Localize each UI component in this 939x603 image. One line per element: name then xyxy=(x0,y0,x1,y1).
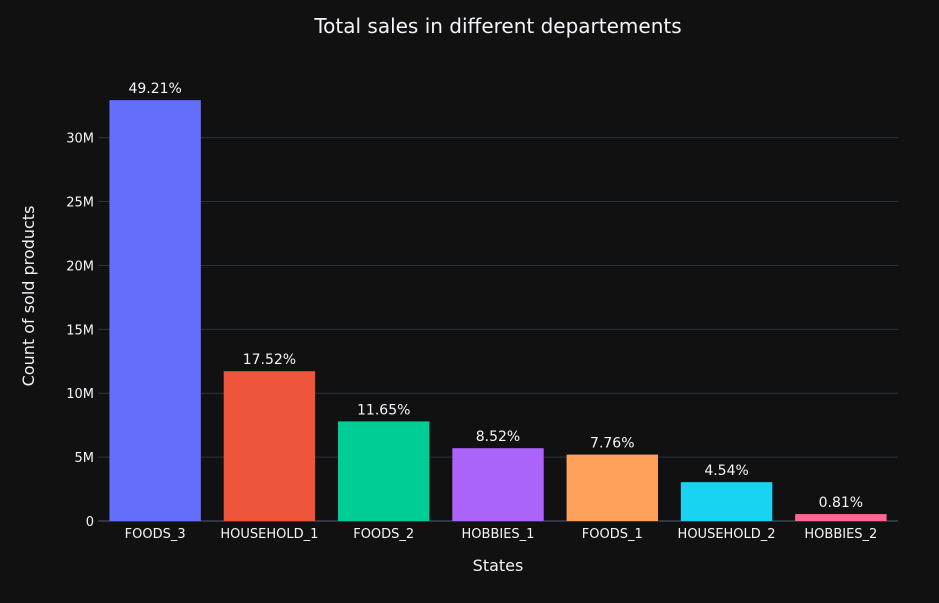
bar-hobbies-1[interactable] xyxy=(452,448,544,521)
data-label: 4.54% xyxy=(704,463,748,479)
bar-foods-1[interactable] xyxy=(566,454,658,521)
y-tick-label: 0 xyxy=(86,515,94,530)
bar-foods-3[interactable] xyxy=(109,100,201,521)
data-labels: 49.21% 17.52% 11.65% 8.52% 7.76% 4.54% 0.81% xyxy=(128,81,863,511)
x-tick-label: FOODS_1 xyxy=(582,527,643,542)
x-tick-label: FOODS_3 xyxy=(125,527,186,542)
x-axis-ticks: FOODS_3 HOUSEHOLD_1 FOODS_2 HOBBIES_1 FOODS_… xyxy=(125,527,878,542)
data-label: 11.65% xyxy=(357,402,410,418)
x-tick-label: HOUSEHOLD_2 xyxy=(678,527,776,542)
x-tick-label: HOUSEHOLD_1 xyxy=(220,527,318,542)
bar-household-1[interactable] xyxy=(223,371,316,521)
x-tick-label: HOBBIES_1 xyxy=(462,527,535,542)
bar-hobbies-2[interactable] xyxy=(795,514,887,521)
chart-title: Total sales in different departements xyxy=(313,14,681,38)
data-label: 0.81% xyxy=(819,495,863,511)
y-tick-label: 30M xyxy=(66,132,94,147)
bars xyxy=(109,100,887,521)
bar-household-2[interactable] xyxy=(680,482,773,521)
data-label: 8.52% xyxy=(476,429,520,445)
y-tick-label: 25M xyxy=(66,196,94,211)
data-label: 7.76% xyxy=(590,436,634,452)
y-tick-label: 15M xyxy=(66,323,94,338)
x-axis-title: States xyxy=(473,556,524,575)
data-label: 49.21% xyxy=(128,81,181,97)
x-tick-label: FOODS_2 xyxy=(353,527,414,542)
y-tick-label: 20M xyxy=(66,259,94,274)
y-axis-ticks: 0 5M 10M 15M 20M 25M 30M xyxy=(66,132,94,530)
bar-foods-2[interactable] xyxy=(338,421,430,521)
y-tick-label: 5M xyxy=(75,451,95,466)
y-tick-label: 10M xyxy=(66,387,94,402)
y-axis-title: Count of sold products xyxy=(19,206,38,387)
x-tick-label: HOBBIES_2 xyxy=(804,527,877,542)
data-label: 17.52% xyxy=(243,352,296,368)
